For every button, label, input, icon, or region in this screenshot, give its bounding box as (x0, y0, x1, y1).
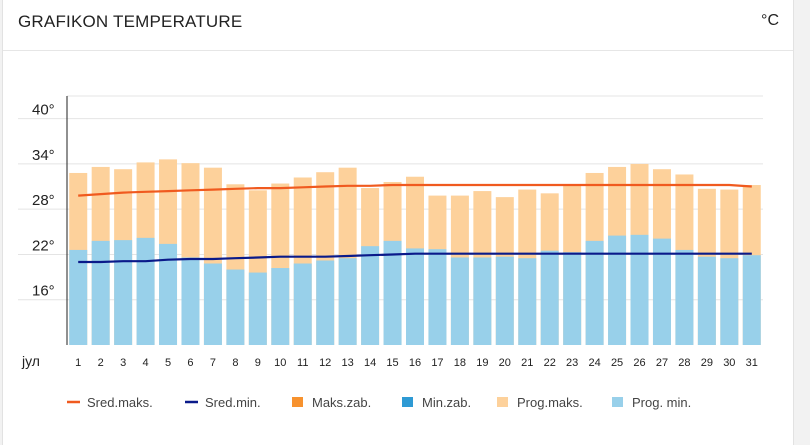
legend-label: Min.zab. (422, 395, 471, 410)
legend-item: Prog. min. (612, 395, 691, 410)
legend-square-swatch (292, 397, 303, 407)
temperature-unit: °C (761, 12, 779, 29)
bar-prog-min (585, 240, 604, 345)
x-tick-label: 2 (98, 357, 104, 369)
x-tick-label: 10 (274, 357, 286, 369)
bar-prog-min (473, 257, 492, 345)
x-tick-label: 4 (143, 357, 149, 369)
bar-prog-min (495, 256, 514, 345)
x-tick-label: 12 (319, 357, 331, 369)
x-tick-label: 17 (431, 357, 443, 369)
bar-prog-min (181, 257, 200, 345)
legend-item: Sred.min. (185, 395, 261, 410)
bar-prog-min (226, 269, 245, 345)
bar-prog-min (271, 268, 290, 345)
x-tick-label: 9 (255, 357, 261, 369)
x-tick-label: 26 (633, 357, 645, 369)
bar-prog-min (91, 240, 110, 345)
x-tick-label: 13 (342, 357, 354, 369)
legend-label: Sred.min. (205, 395, 261, 410)
legend-square-swatch (612, 397, 623, 407)
x-tick-label: 16 (409, 357, 421, 369)
bar-prog-min (630, 234, 649, 345)
x-tick-label: 24 (588, 357, 600, 369)
legend-item: Min.zab. (402, 395, 471, 410)
bar-prog-min (428, 249, 447, 345)
y-tick-label: 16° (32, 283, 55, 300)
legend-label: Prog. min. (632, 395, 691, 410)
bar-prog-min (203, 263, 222, 345)
x-tick-label: 14 (364, 357, 376, 369)
y-tick-label: 40° (32, 102, 55, 119)
x-tick-label: 19 (476, 357, 488, 369)
bar-prog-min (159, 243, 178, 345)
line-sred-maks (78, 183, 752, 197)
bar-prog-min (518, 258, 537, 345)
legend-item: Maks.zab. (292, 395, 371, 410)
bar-prog-min (114, 240, 133, 345)
x-tick-label: 18 (454, 357, 466, 369)
bar-prog-min (720, 258, 739, 345)
bar-prog-min (248, 272, 267, 345)
legend-item: Sred.maks. (67, 395, 153, 410)
chart-title: GRAFIKON TEMPERATURE (18, 12, 243, 31)
legend: Sred.maks. Sred.min. Maks.zab. Min.zab. Prog… (67, 395, 691, 410)
bar-prog-min (697, 256, 716, 345)
bar-prog-min (563, 252, 582, 345)
legend-label: Sred.maks. (87, 395, 153, 410)
x-tick-label: 23 (566, 357, 578, 369)
legend-item: Prog.maks. (497, 395, 583, 410)
bar-prog-min (406, 248, 424, 345)
x-tick-label: 15 (386, 357, 398, 369)
x-tick-label: 31 (746, 357, 758, 369)
legend-label: Prog.maks. (517, 395, 583, 410)
bar-prog-min (361, 246, 380, 345)
bar-prog-min (608, 235, 627, 345)
y-tick-label: 28° (32, 192, 55, 209)
x-tick-label: 27 (656, 357, 668, 369)
x-tick-label: 1 (75, 357, 81, 369)
x-tick-labels: 1 2 3 4 5 6 7 8 9 10 11 12 13 14 15 16 17 18 19 20 21 22 23 24 2… (75, 357, 758, 369)
line-sred-min (78, 252, 752, 264)
x-tick-label: 25 (611, 357, 623, 369)
x-tick-label: 28 (678, 357, 690, 369)
bars (69, 159, 761, 345)
bar-prog-min (652, 238, 671, 345)
legend-square-swatch (402, 397, 413, 407)
bar-prog-min (450, 257, 469, 345)
x-month-label: јул (21, 353, 40, 369)
bar-prog-min (338, 258, 357, 345)
bar-prog-min (742, 255, 761, 345)
bar-prog-min (136, 237, 155, 345)
x-tick-label: 22 (544, 357, 556, 369)
x-tick-label: 7 (210, 357, 216, 369)
x-tick-label: 21 (521, 357, 533, 369)
x-tick-label: 30 (723, 357, 735, 369)
bar-prog-min (293, 263, 312, 345)
bar-prog-min (540, 250, 559, 345)
x-tick-label: 6 (187, 357, 193, 369)
chart-header: GRAFIKON TEMPERATURE °C (3, 0, 793, 51)
x-tick-label: 5 (165, 357, 171, 369)
bar-prog-min (316, 260, 335, 345)
legend-label: Maks.zab. (312, 395, 371, 410)
legend-square-swatch (497, 397, 508, 407)
bar-prog-min (383, 240, 402, 345)
y-tick-label: 34° (32, 147, 55, 164)
bar-prog-min (69, 249, 88, 345)
x-tick-label: 20 (499, 357, 511, 369)
x-tick-label: 29 (701, 357, 713, 369)
y-tick-label: 22° (32, 237, 55, 254)
x-tick-label: 3 (120, 357, 126, 369)
y-tick-labels: 40° 34° 28° 22° 16° (32, 102, 55, 300)
bar-prog-min (675, 249, 694, 345)
x-tick-label: 8 (232, 357, 238, 369)
x-tick-label: 11 (297, 357, 308, 369)
